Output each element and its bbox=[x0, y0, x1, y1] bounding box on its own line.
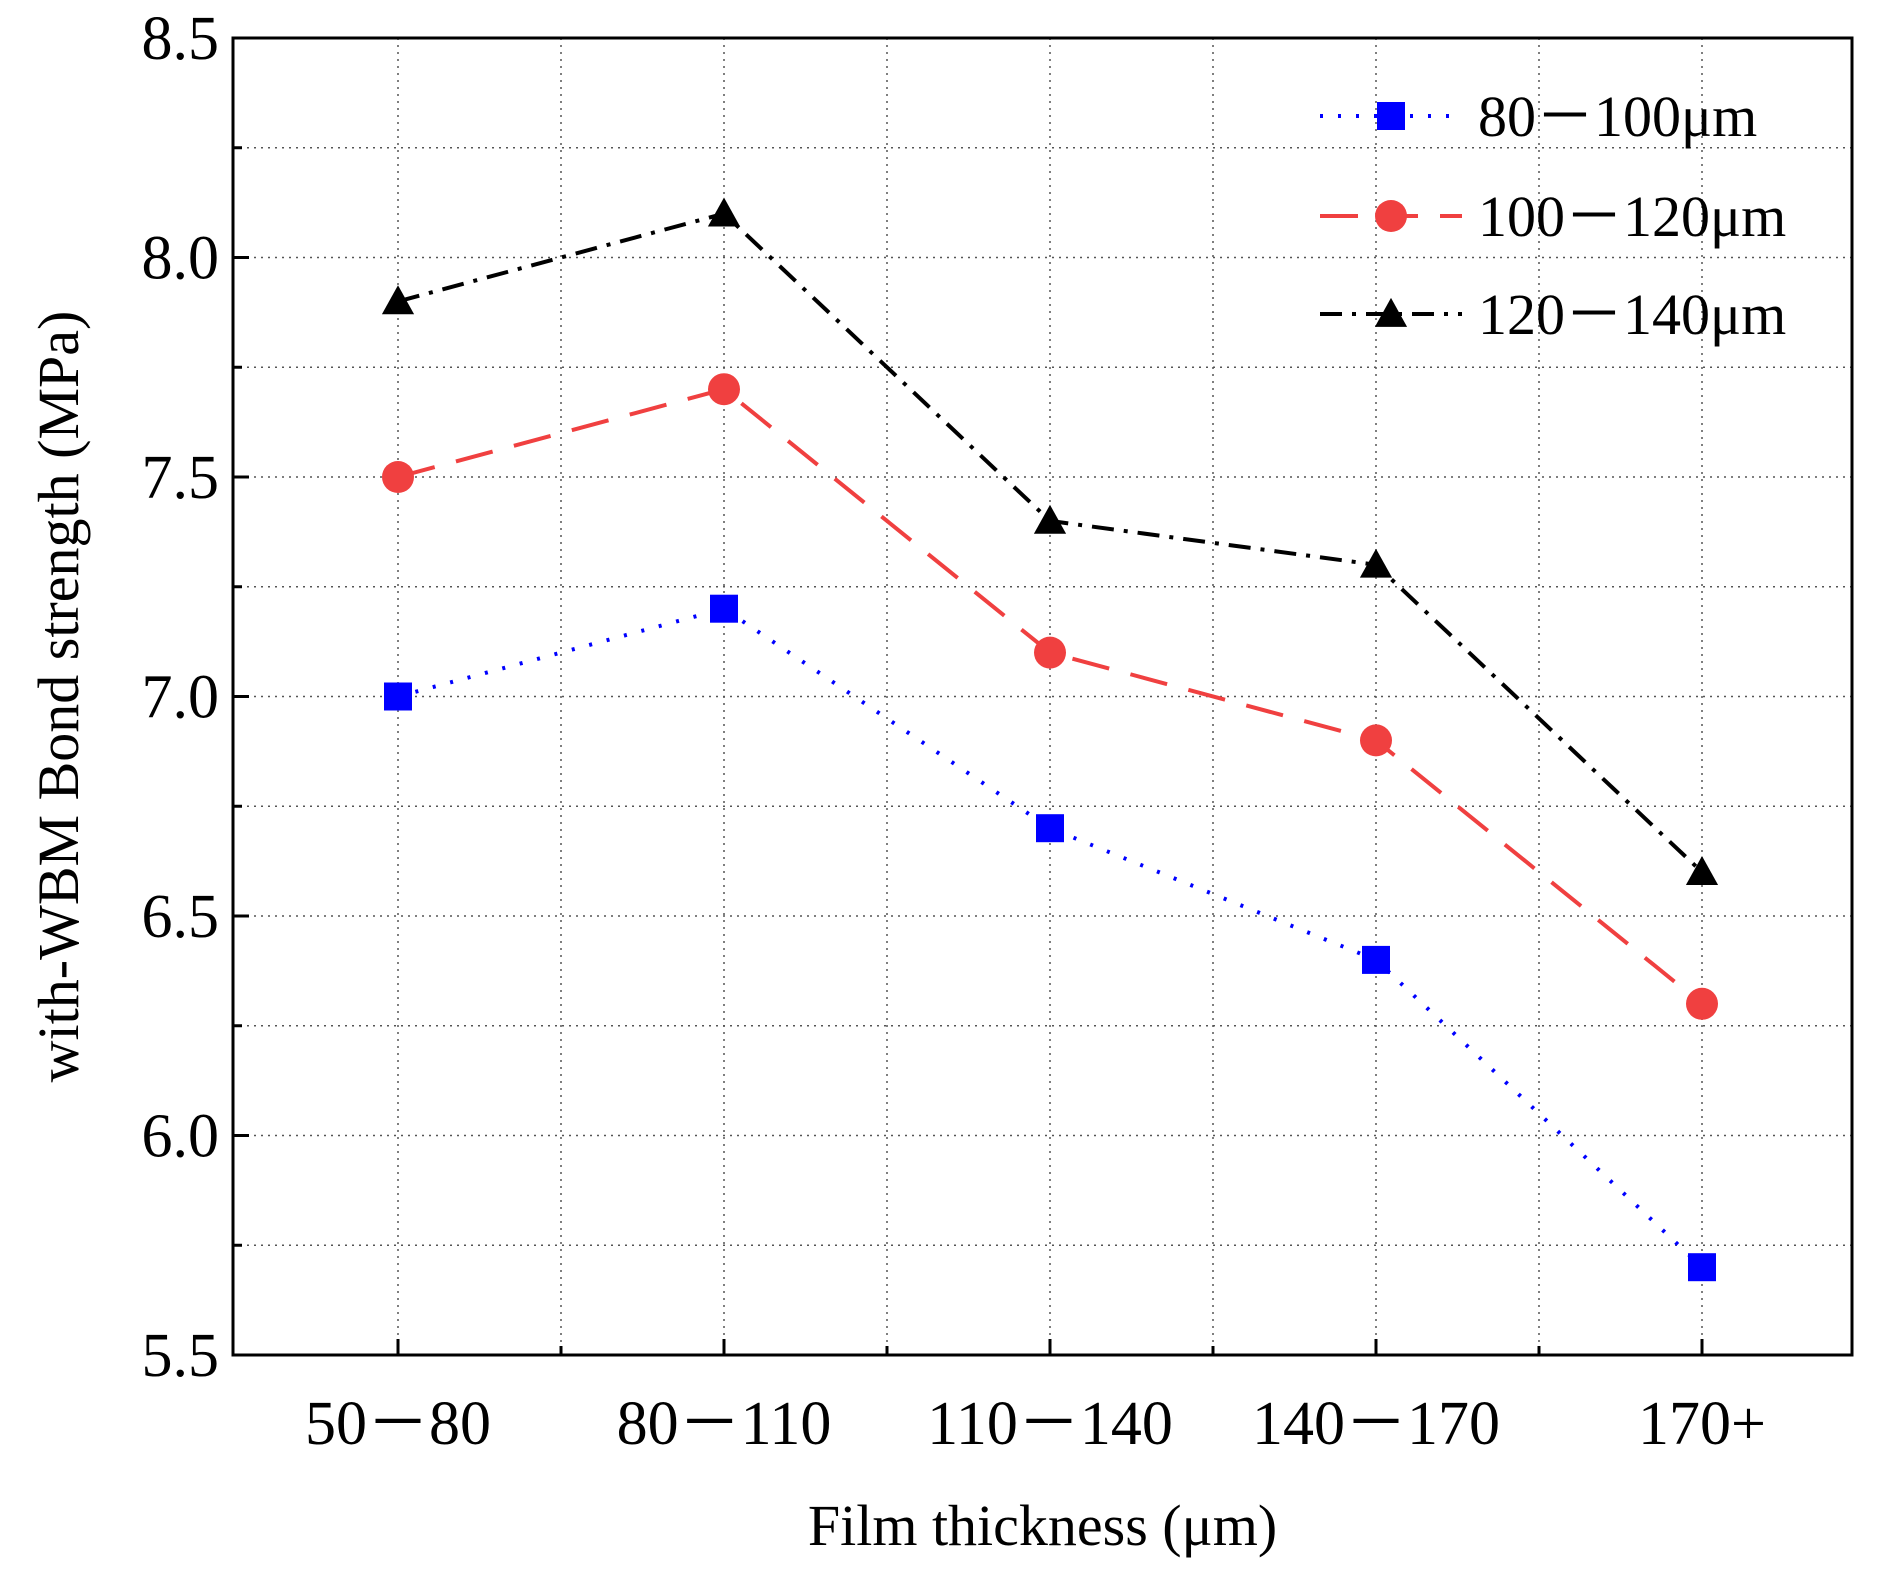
marker-circle bbox=[1375, 200, 1407, 232]
legend: 80－100μm 100－120μm 120－140μm bbox=[1320, 84, 1786, 347]
x-tick-label: 80－110 bbox=[617, 1390, 832, 1458]
marker-triangle bbox=[707, 197, 741, 227]
series-line bbox=[397, 606, 1704, 1269]
series-layer bbox=[381, 197, 1719, 1282]
marker-triangle bbox=[1359, 548, 1393, 578]
x-tick-label: 140－170 bbox=[1252, 1390, 1500, 1458]
legend-label: 120－140μm bbox=[1478, 282, 1786, 347]
marker-triangle bbox=[1685, 856, 1719, 885]
marker-triangle bbox=[381, 285, 415, 315]
y-tick-label: 7.5 bbox=[142, 444, 220, 512]
x-tick-label: 110－140 bbox=[927, 1390, 1173, 1458]
x-tick-label: 170+ bbox=[1638, 1390, 1766, 1458]
marker-circle bbox=[1034, 636, 1066, 669]
marker-circle bbox=[1686, 987, 1718, 1020]
marker-circle bbox=[1360, 724, 1392, 757]
series-2 bbox=[382, 373, 1718, 1020]
marker-square bbox=[1688, 1253, 1716, 1282]
legend-label: 100－120μm bbox=[1478, 184, 1786, 249]
axes: 5.5 6.0 6.5 7.0 7.5 8.0 8.5 50－80 80－110 110－140 1… bbox=[142, 5, 1766, 1458]
y-tick-label: 6.5 bbox=[142, 883, 220, 951]
y-tick-label: 8.0 bbox=[142, 225, 220, 293]
legend-label: 80－100μm bbox=[1478, 84, 1757, 149]
legend-item: 80－100μm bbox=[1320, 84, 1757, 149]
marker-square bbox=[1036, 814, 1064, 843]
series-1 bbox=[384, 594, 1716, 1282]
marker-circle bbox=[708, 373, 740, 406]
legend-item: 100－120μm bbox=[1320, 184, 1786, 249]
marker-triangle bbox=[1033, 504, 1067, 534]
marker-triangle bbox=[1374, 297, 1408, 327]
series-3 bbox=[381, 197, 1719, 885]
y-axis-title: with-WBM Bond strength (MPa) bbox=[26, 311, 91, 1083]
y-tick-label: 8.5 bbox=[142, 5, 220, 73]
y-tick-label: 7.0 bbox=[142, 664, 220, 732]
x-axis-title: Film thickness (μm) bbox=[808, 1493, 1277, 1558]
legend-item: 120－140μm bbox=[1320, 282, 1786, 347]
x-tick-label: 50－80 bbox=[305, 1390, 491, 1458]
marker-square bbox=[1362, 945, 1390, 974]
marker-square bbox=[1377, 102, 1405, 130]
y-tick-label: 6.0 bbox=[142, 1103, 220, 1171]
marker-square bbox=[710, 594, 738, 623]
y-tick-label: 5.5 bbox=[142, 1322, 220, 1390]
marker-circle bbox=[382, 461, 414, 493]
marker-square bbox=[384, 682, 412, 711]
